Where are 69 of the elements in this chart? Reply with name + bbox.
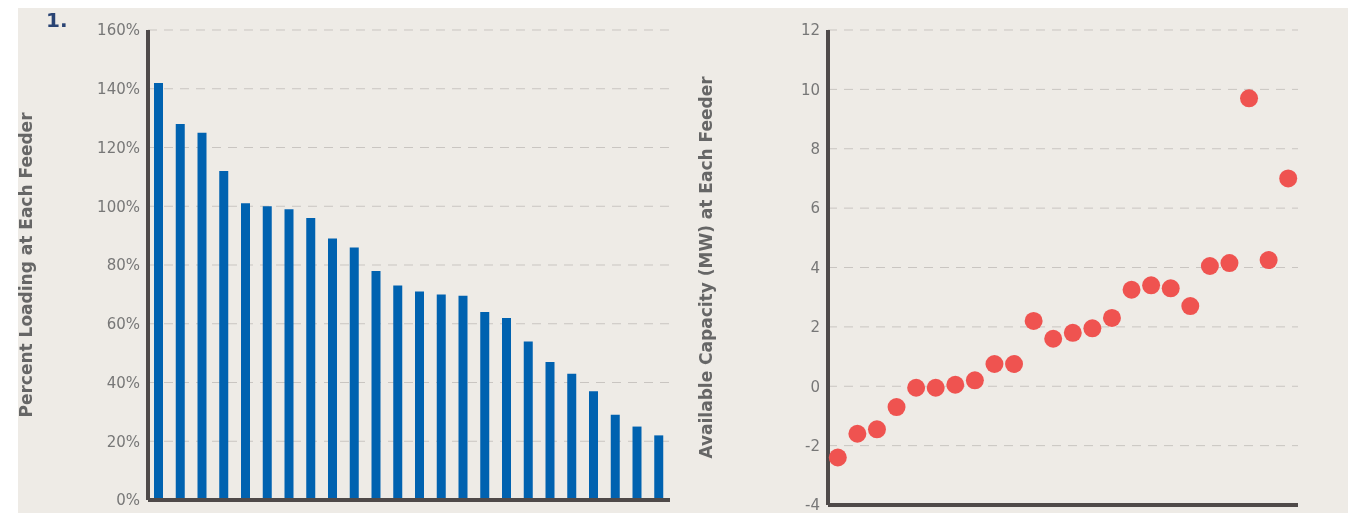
point	[1161, 279, 1180, 298]
point	[965, 371, 984, 390]
y-tick-label: 0%	[116, 491, 140, 510]
bar	[480, 312, 490, 500]
point	[1063, 323, 1082, 342]
point	[1200, 257, 1219, 275]
bar	[502, 317, 511, 500]
point	[887, 398, 906, 417]
bar	[632, 426, 642, 500]
point	[985, 355, 1004, 373]
point	[1005, 355, 1024, 373]
bar	[219, 171, 229, 500]
bar	[458, 295, 468, 500]
y-tick-label: 60%	[106, 315, 140, 334]
point	[1044, 329, 1063, 348]
y-tick-label: 100%	[97, 197, 140, 216]
point	[1142, 276, 1161, 295]
point	[828, 448, 847, 467]
y-tick-label: -4	[805, 496, 820, 515]
point	[1220, 254, 1239, 273]
point	[1083, 319, 1102, 338]
point	[907, 378, 926, 397]
point	[926, 378, 945, 397]
y-tick-label: 10	[800, 80, 820, 99]
y-tick-label: 8	[810, 140, 820, 159]
bar	[306, 218, 316, 500]
y-tick-label: 160%	[97, 21, 140, 40]
bar	[175, 124, 185, 500]
y-tick-label: 20%	[106, 432, 140, 451]
point	[946, 375, 965, 394]
bar	[393, 285, 403, 500]
y-tick-label: 40%	[106, 373, 140, 392]
bar	[654, 435, 664, 500]
bar	[371, 270, 381, 500]
bar	[567, 373, 577, 500]
y-axis-title: Percent Loading at Each Feeder	[16, 111, 37, 418]
y-tick-label: 0	[810, 377, 820, 396]
point	[1024, 311, 1043, 330]
y-tick-label: 12	[800, 21, 820, 40]
point	[848, 424, 867, 443]
bar	[545, 361, 555, 500]
y-tick-label: -2	[805, 436, 820, 455]
text: 1.	[46, 8, 68, 32]
y-tick-label: 4	[810, 258, 820, 277]
y-tick-label: 80%	[106, 256, 140, 275]
point	[1259, 251, 1278, 270]
y-axis-title: Available Capacity (MW) at Each Feeder	[696, 75, 717, 459]
bar	[197, 132, 207, 500]
y-tick-label: 6	[810, 199, 820, 218]
bar	[154, 82, 163, 500]
y-tick-label: 2	[810, 318, 820, 337]
point	[1240, 89, 1259, 108]
point	[1102, 308, 1121, 327]
point	[1122, 280, 1141, 299]
point	[1279, 169, 1298, 188]
point	[867, 420, 886, 439]
bar	[241, 203, 250, 500]
bar	[589, 391, 598, 500]
bar	[436, 294, 446, 500]
bar	[284, 209, 294, 500]
bar	[262, 206, 272, 500]
bar	[328, 238, 337, 500]
point	[1181, 297, 1200, 316]
y-tick-label: 140%	[97, 80, 140, 99]
bar	[610, 414, 620, 500]
bar	[523, 341, 533, 500]
bar	[349, 247, 359, 500]
y-tick-label: 120%	[97, 138, 140, 157]
bar	[415, 291, 424, 500]
